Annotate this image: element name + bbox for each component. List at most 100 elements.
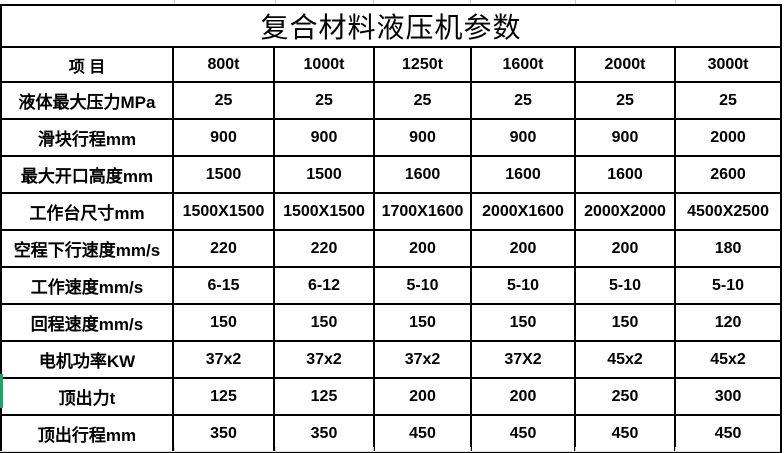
cell-value[interactable]: 900 xyxy=(574,118,676,157)
row-label[interactable]: 工作速度mm/s xyxy=(0,266,174,305)
cell-value[interactable]: 45x2 xyxy=(574,340,676,379)
table-row: 工作台尺寸mm 1500X1500 1500X1500 1700X1600 20… xyxy=(0,192,783,231)
cell-value[interactable]: 150 xyxy=(470,303,576,342)
cell-value[interactable]: 220 xyxy=(172,229,275,268)
col-header-item[interactable]: 项 目 xyxy=(0,46,174,83)
table-row: 液体最大压力MPa 25 25 25 25 25 25 xyxy=(0,81,783,120)
row-label[interactable]: 工作台尺寸mm xyxy=(0,192,174,231)
cell-value[interactable]: 2600 xyxy=(673,155,783,194)
cell-value[interactable]: 1500 xyxy=(172,155,275,194)
cell-value[interactable]: 5-10 xyxy=(470,266,576,305)
cell-value[interactable]: 450 xyxy=(470,414,576,453)
cell-value[interactable]: 300 xyxy=(673,377,783,416)
cell-value[interactable]: 5-10 xyxy=(673,266,783,305)
table-row: 最大开口高度mm 1500 1500 1600 1600 1600 2600 xyxy=(0,155,783,194)
cell-value[interactable]: 37x2 xyxy=(373,340,472,379)
gridline-stub xyxy=(575,0,576,4)
cell-value[interactable]: 450 xyxy=(574,414,676,453)
cell-value[interactable]: 37x2 xyxy=(273,340,375,379)
cell-value[interactable]: 900 xyxy=(470,118,576,157)
cell-value[interactable]: 25 xyxy=(673,81,783,120)
cell-value[interactable]: 1500X1500 xyxy=(273,192,375,231)
cell-value[interactable]: 150 xyxy=(574,303,676,342)
gridline-stub xyxy=(275,0,276,4)
cell-value[interactable]: 2000 xyxy=(673,118,783,157)
cell-value[interactable]: 2000X2000 xyxy=(574,192,676,231)
cell-value[interactable]: 6-15 xyxy=(172,266,275,305)
cell-value[interactable]: 25 xyxy=(470,81,576,120)
cell-value[interactable]: 200 xyxy=(470,229,576,268)
col-header-1250t[interactable]: 1250t xyxy=(373,46,472,83)
cell-value[interactable]: 150 xyxy=(172,303,275,342)
parameters-table: 复合材料液压机参数 项 目 800t 1000t 1250t 1600t 200… xyxy=(0,4,783,453)
cell-value[interactable]: 37x2 xyxy=(172,340,275,379)
gridline-stub xyxy=(174,447,175,452)
green-row-marker xyxy=(0,374,3,408)
gridline-stub xyxy=(275,447,276,452)
table-row: 滑块行程mm 900 900 900 900 900 2000 xyxy=(0,118,783,157)
cell-value[interactable]: 25 xyxy=(373,81,472,120)
table-row: 空程下行速度mm/s 220 220 200 200 200 180 xyxy=(0,229,783,268)
cell-value[interactable]: 1600 xyxy=(574,155,676,194)
cell-value[interactable]: 1500 xyxy=(273,155,375,194)
cell-value[interactable]: 250 xyxy=(574,377,676,416)
cell-value[interactable]: 150 xyxy=(273,303,375,342)
gridline-stub xyxy=(373,447,374,452)
cell-value[interactable]: 1600 xyxy=(470,155,576,194)
cell-value[interactable]: 2000X1600 xyxy=(470,192,576,231)
gridline-stub xyxy=(575,447,576,452)
col-header-3000t[interactable]: 3000t xyxy=(673,46,783,83)
cell-value[interactable]: 900 xyxy=(172,118,275,157)
cell-value[interactable]: 180 xyxy=(673,229,783,268)
row-label[interactable]: 液体最大压力MPa xyxy=(0,81,174,120)
row-label[interactable]: 顶出行程mm xyxy=(0,414,174,453)
cell-value[interactable]: 350 xyxy=(172,414,275,453)
cell-value[interactable]: 6-12 xyxy=(273,266,375,305)
row-label[interactable]: 顶出力t xyxy=(0,377,174,416)
cell-value[interactable]: 4500X2500 xyxy=(673,192,783,231)
cell-value[interactable]: 125 xyxy=(172,377,275,416)
gridline-stub xyxy=(174,0,175,4)
cell-value[interactable]: 200 xyxy=(373,377,472,416)
gridline-stub xyxy=(470,447,471,452)
cell-value[interactable]: 450 xyxy=(673,414,783,453)
cell-value[interactable]: 900 xyxy=(373,118,472,157)
cell-value[interactable]: 900 xyxy=(273,118,375,157)
row-label[interactable]: 滑块行程mm xyxy=(0,118,174,157)
cell-value[interactable]: 200 xyxy=(470,377,576,416)
row-label[interactable]: 回程速度mm/s xyxy=(0,303,174,342)
gridline-horizontal xyxy=(0,451,780,452)
cell-value[interactable]: 25 xyxy=(273,81,375,120)
gridline-stub xyxy=(675,447,676,452)
cell-value[interactable]: 350 xyxy=(273,414,375,453)
row-label[interactable]: 最大开口高度mm xyxy=(0,155,174,194)
cell-value[interactable]: 450 xyxy=(373,414,472,453)
col-header-1000t[interactable]: 1000t xyxy=(273,46,375,83)
cell-value[interactable]: 120 xyxy=(673,303,783,342)
cell-value[interactable]: 5-10 xyxy=(373,266,472,305)
col-header-800t[interactable]: 800t xyxy=(172,46,275,83)
cell-value[interactable]: 37X2 xyxy=(470,340,576,379)
cell-value[interactable]: 45x2 xyxy=(673,340,783,379)
row-label[interactable]: 电机功率KW xyxy=(0,340,174,379)
cell-value[interactable]: 25 xyxy=(574,81,676,120)
col-header-1600t[interactable]: 1600t xyxy=(470,46,576,83)
cell-value[interactable]: 1700X1600 xyxy=(373,192,472,231)
cell-value[interactable]: 200 xyxy=(373,229,472,268)
table-row: 顶出行程mm 350 350 450 450 450 450 xyxy=(0,414,783,453)
cell-value[interactable]: 125 xyxy=(273,377,375,416)
table-row: 工作速度mm/s 6-15 6-12 5-10 5-10 5-10 5-10 xyxy=(0,266,783,305)
cell-value[interactable]: 1600 xyxy=(373,155,472,194)
cell-value[interactable]: 5-10 xyxy=(574,266,676,305)
col-header-2000t[interactable]: 2000t xyxy=(574,46,676,83)
cell-value[interactable]: 200 xyxy=(574,229,676,268)
cell-value[interactable]: 1500X1500 xyxy=(172,192,275,231)
gridline-stub xyxy=(470,0,471,4)
table-row: 电机功率KW 37x2 37x2 37x2 37X2 45x2 45x2 xyxy=(0,340,783,379)
row-label[interactable]: 空程下行速度mm/s xyxy=(0,229,174,268)
table-title[interactable]: 复合材料液压机参数 xyxy=(0,4,783,48)
cell-value[interactable]: 25 xyxy=(172,81,275,120)
cell-value[interactable]: 220 xyxy=(273,229,375,268)
cell-value[interactable]: 150 xyxy=(373,303,472,342)
